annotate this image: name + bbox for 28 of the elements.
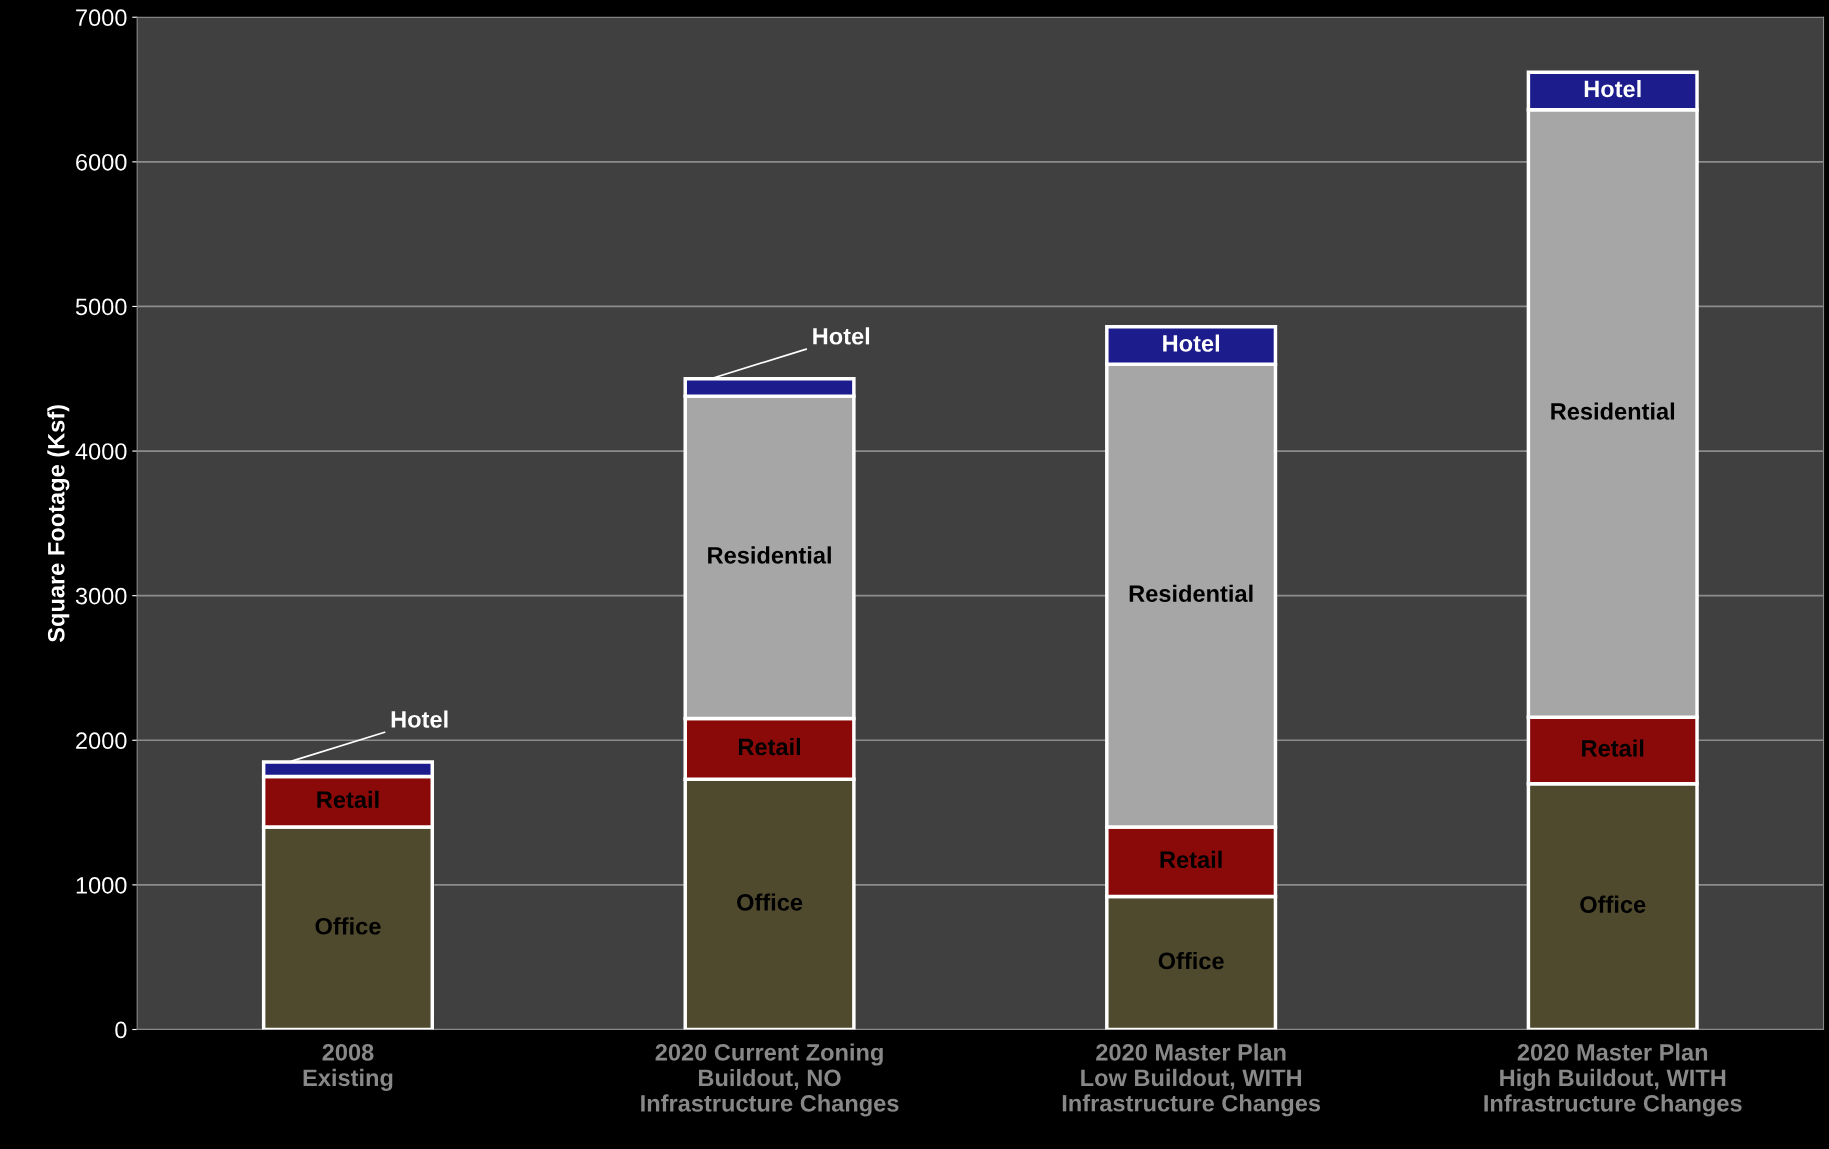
text: Retail xyxy=(1160,850,1222,869)
series-label: Hotel xyxy=(1584,79,1641,98)
text: Retail xyxy=(1582,739,1644,757)
y-tick-label: 6000 xyxy=(76,153,127,171)
series-label: Retail xyxy=(317,790,379,809)
y-tick-label: 1000 xyxy=(76,876,127,894)
y-tick-label: 5000 xyxy=(75,298,127,316)
text: Hotel xyxy=(1163,334,1219,352)
text: Retail xyxy=(738,737,801,756)
text: Residential xyxy=(708,546,831,564)
series-label: Residential xyxy=(1551,402,1675,420)
y-tick-label: 4000 xyxy=(75,443,127,460)
text: Office xyxy=(737,893,803,911)
text: Office xyxy=(1580,895,1646,913)
text: Residential xyxy=(1129,584,1253,603)
y-tick-label: 7000 xyxy=(76,9,127,27)
y-tick-label: 2000 xyxy=(76,732,127,750)
y-axis-title: Square Footage (Ksf) xyxy=(47,405,70,643)
x-tick-label: 2020 Current Zoning Buildout, NO Infrastructure Changes xyxy=(641,1043,899,1117)
y-tick-label: 3000 xyxy=(75,587,127,605)
x-tick-label: 2020 Master Plan High Buildout, WITH Infrastructure Changes xyxy=(1484,1043,1742,1117)
y-tick-label: 0 xyxy=(115,1021,127,1039)
text: Office xyxy=(1158,951,1224,970)
x-tick-label: 2020 Master Plan Low Buildout, WITH Infrastructure Changes xyxy=(1062,1043,1321,1117)
text: Hotel xyxy=(813,327,870,345)
series-label: Office xyxy=(315,917,381,935)
text: Hotel xyxy=(391,710,448,728)
x-tick-label: 2008 Existing xyxy=(303,1044,393,1091)
